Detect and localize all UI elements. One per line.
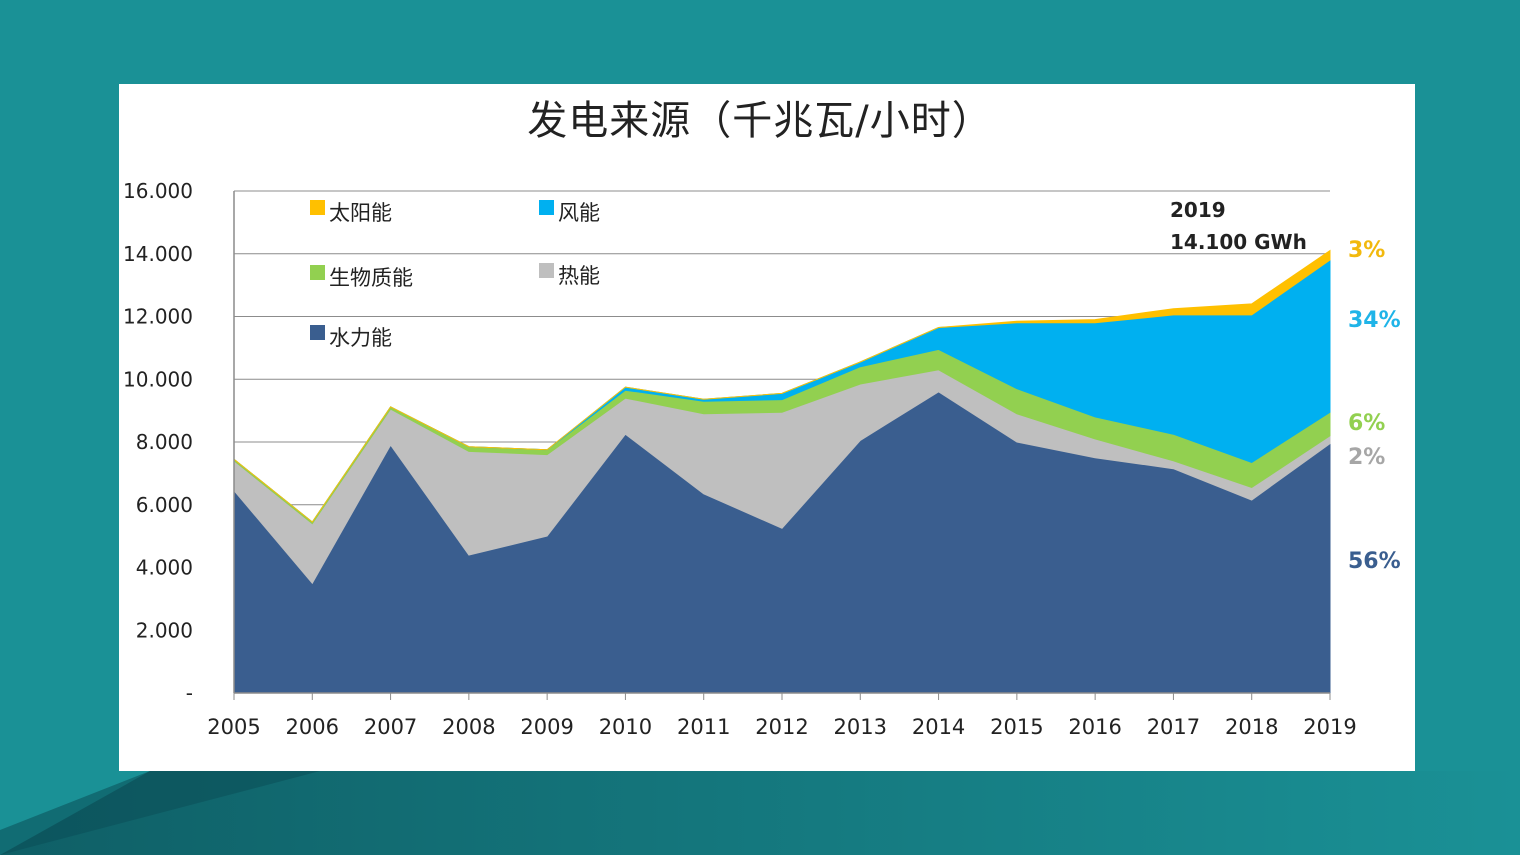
y-tick-label: 8.000 xyxy=(136,430,193,454)
x-tick-label: 2005 xyxy=(207,715,260,739)
y-tick-label: 14.000 xyxy=(123,242,193,266)
legend-swatch xyxy=(310,325,325,340)
y-tick-label: 16.000 xyxy=(123,179,193,203)
x-tick-label: 2018 xyxy=(1225,715,1278,739)
x-tick-label: 2016 xyxy=(1068,715,1121,739)
legend-label: 太阳能 xyxy=(329,201,392,225)
annotation-total: 14.100 GWh xyxy=(1170,230,1307,254)
y-tick-label: 10.000 xyxy=(123,367,193,391)
y-tick-label: 2.000 xyxy=(136,618,193,642)
x-tick-label: 2013 xyxy=(834,715,887,739)
y-tick-label: 4.000 xyxy=(136,556,193,580)
x-tick-label: 2006 xyxy=(286,715,339,739)
annotation-year: 2019 xyxy=(1170,198,1226,222)
y-tick-label: - xyxy=(186,681,193,705)
x-tick-label: 2011 xyxy=(677,715,730,739)
share-label: 3% xyxy=(1348,238,1385,263)
share-label: 6% xyxy=(1348,411,1385,436)
legend-label: 水力能 xyxy=(329,326,392,350)
share-label: 2% xyxy=(1348,445,1385,470)
legend-label: 生物质能 xyxy=(329,266,413,290)
share-label: 56% xyxy=(1348,549,1401,574)
share-label: 34% xyxy=(1348,308,1401,333)
chart-title: 发电来源（千兆瓦/小时） xyxy=(527,98,993,144)
x-tick-label: 2010 xyxy=(599,715,652,739)
x-tick-label: 2008 xyxy=(442,715,495,739)
x-tick-label: 2017 xyxy=(1147,715,1200,739)
series-area-太阳能 xyxy=(233,249,1331,523)
x-tick-label: 2012 xyxy=(755,715,808,739)
legend-swatch xyxy=(310,265,325,280)
y-tick-label: 12.000 xyxy=(123,305,193,329)
legend-swatch xyxy=(539,263,554,278)
legend-swatch xyxy=(310,200,325,215)
legend-label: 热能 xyxy=(558,264,600,288)
x-tick-label: 2015 xyxy=(990,715,1043,739)
legend-label: 风能 xyxy=(558,201,600,225)
x-tick-label: 2014 xyxy=(912,715,965,739)
x-tick-label: 2019 xyxy=(1303,715,1356,739)
x-tick-label: 2007 xyxy=(364,715,417,739)
legend-swatch xyxy=(539,200,554,215)
y-tick-label: 6.000 xyxy=(136,493,193,517)
x-tick-label: 2009 xyxy=(520,715,573,739)
